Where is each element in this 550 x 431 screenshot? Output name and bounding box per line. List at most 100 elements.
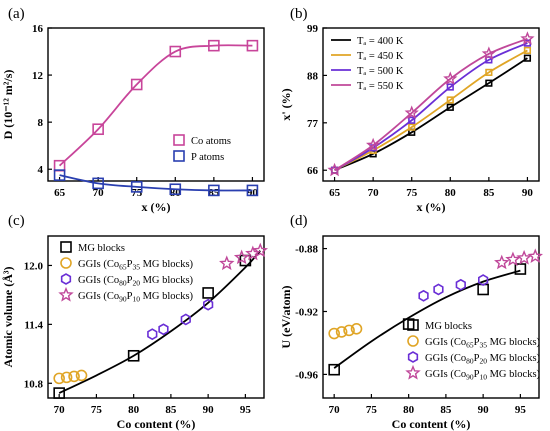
- y-tick-label: 12: [32, 70, 44, 82]
- data-point: [68, 370, 80, 383]
- data-point: [208, 39, 220, 52]
- legend-marker: [60, 257, 72, 269]
- data-point: [485, 79, 493, 87]
- x-tick-label: 80: [445, 187, 457, 199]
- data-point: [246, 184, 259, 197]
- legend-label-part: 10: [132, 295, 140, 304]
- legend-marker: [407, 335, 419, 347]
- legend-label: GGIs (Co80P20 MG blocks): [78, 275, 194, 288]
- x-tick-label: 65: [54, 187, 66, 199]
- y-tick-label: 4: [38, 164, 44, 176]
- series-line: [59, 174, 253, 192]
- data-point: [520, 31, 535, 45]
- data-point: [446, 103, 454, 111]
- y-tick-label: 8: [38, 117, 44, 129]
- data-point: [446, 96, 454, 104]
- legend-marker: [407, 351, 419, 363]
- data-point: [252, 242, 269, 258]
- x-tick-label: 85: [440, 404, 452, 416]
- plot-frame: [47, 27, 265, 182]
- legend-label: MG blocks: [425, 321, 472, 332]
- data-point: [203, 298, 214, 311]
- data-point: [446, 83, 454, 91]
- data-point: [408, 123, 416, 131]
- legend-label-part: 90: [466, 373, 474, 382]
- data-point: [433, 283, 444, 296]
- fit-line: [333, 269, 521, 369]
- chart-panel-b: (b) 65 70 75 80 85 90 66 77 88 99 x (%) x' (%) Tₐ = 4…: [279, 6, 540, 214]
- legend-label: Tₐ = 550 K: [357, 81, 404, 92]
- legend-label-part: GGIs (Co: [78, 291, 119, 302]
- y-tick-label: 11.4: [24, 319, 43, 331]
- data-point: [180, 313, 191, 326]
- x-tick-label: 85: [483, 187, 495, 199]
- x-tick-label: 95: [240, 404, 252, 416]
- data-point: [169, 183, 182, 196]
- panel-label: (b): [290, 6, 308, 22]
- x-tick-label: 70: [54, 404, 66, 416]
- x-tick-label: 90: [478, 404, 490, 416]
- legend-label-part: MG blocks): [487, 369, 541, 380]
- legend-marker: [405, 364, 421, 380]
- y-tick-label: 77: [307, 118, 319, 130]
- legend-marker: [58, 286, 74, 302]
- y-tick-label: 88: [307, 70, 319, 82]
- legend-label-part: 20: [132, 279, 140, 288]
- legend-label-part: P: [127, 259, 133, 270]
- data-point: [505, 251, 521, 267]
- legend-label-part: 35: [132, 263, 140, 272]
- data-point: [130, 181, 143, 193]
- legend-label-part: 10: [479, 373, 487, 382]
- data-point: [516, 249, 532, 265]
- data-point: [514, 263, 527, 275]
- panel-label: (a): [8, 6, 25, 22]
- x-tick-label: 75: [131, 187, 143, 199]
- legend-label-part: 80: [119, 279, 127, 288]
- legend: Tₐ = 400 K Tₐ = 450 K Tₐ = 500 K Tₐ = 550 K: [331, 36, 404, 92]
- legend-label: P atoms: [191, 152, 224, 163]
- data-point: [477, 283, 489, 296]
- legend-marker: [60, 273, 72, 285]
- legend-label: Tₐ = 400 K: [357, 36, 404, 47]
- legend-label-part: P: [127, 275, 133, 286]
- y-tick-label: -0.96: [295, 369, 318, 381]
- legend: Co atoms P atoms: [173, 134, 231, 163]
- legend-label: GGIs (Co80P20 MG blocks): [425, 353, 541, 366]
- data-point: [523, 46, 532, 55]
- legend-marker: [173, 134, 185, 146]
- data-point: [335, 326, 348, 338]
- legend-label-part: 80: [466, 357, 474, 366]
- legend-label-part: MG blocks): [140, 275, 194, 286]
- legend-label-part: P: [474, 337, 480, 348]
- x-tick-label: 80: [170, 187, 182, 199]
- x-axis-label: Co content (%): [117, 417, 196, 431]
- x-axis-label: Co content (%): [392, 417, 471, 431]
- data-point: [147, 328, 158, 341]
- legend-label: Tₐ = 500 K: [357, 66, 404, 77]
- x-tick-label: 80: [403, 404, 415, 416]
- legend-label: Co atoms: [191, 136, 231, 147]
- data-point: [481, 46, 497, 60]
- data-point: [328, 363, 340, 376]
- chart-panel-a: (a) 65 70 75 80 85 90 4 8 12 16 x (%) D (10⁻¹² m²/s)…: [1, 6, 265, 214]
- legend-label-part: MG blocks): [487, 353, 541, 364]
- x-tick-label: 70: [329, 404, 341, 416]
- data-point: [202, 287, 214, 299]
- y-tick-label: 99: [307, 23, 319, 35]
- legend-label: GGIs (Co65P35 MG blocks): [78, 259, 194, 272]
- legend-label-part: MG blocks): [487, 337, 541, 348]
- plot-frame: [322, 235, 540, 399]
- data-point: [53, 387, 65, 399]
- y-axis-label: x' (%): [279, 88, 293, 120]
- data-point: [494, 254, 510, 270]
- legend-label-part: GGIs (Co: [425, 337, 466, 348]
- x-axis-label: x (%): [142, 200, 171, 214]
- data-point: [53, 372, 65, 385]
- panel-label: (c): [8, 213, 25, 229]
- legend-label-part: P: [474, 353, 480, 364]
- legend-label-part: GGIs (Co: [425, 353, 466, 364]
- data-point: [418, 289, 429, 302]
- legend-label-part: P: [127, 291, 133, 302]
